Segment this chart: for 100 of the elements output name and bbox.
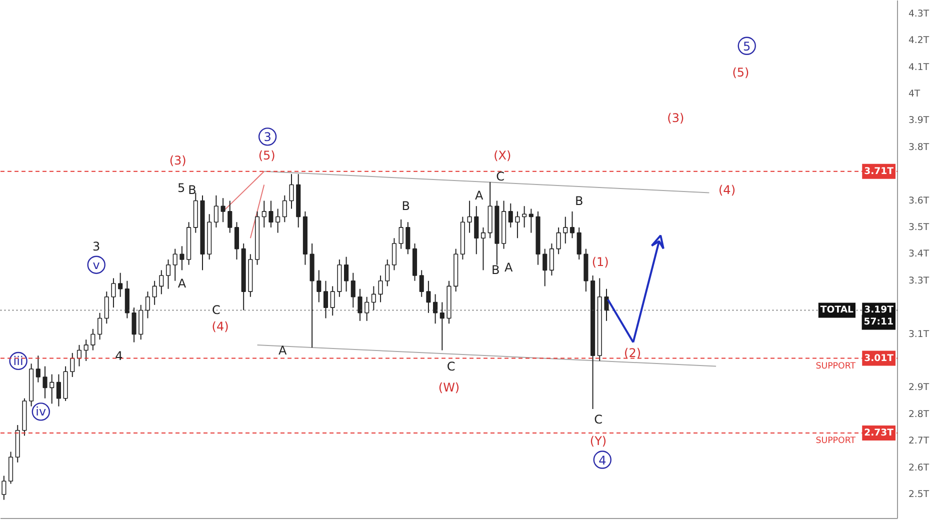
candlestick: [50, 374, 54, 404]
annotation: (2): [624, 346, 642, 360]
candlestick: [98, 312, 102, 340]
candlestick: [556, 226, 561, 255]
y-tick-label: 4T: [908, 88, 920, 100]
y-tick-label: 3.8T: [908, 142, 930, 153]
annotation: (1): [592, 255, 609, 270]
y-tick-label: 2.8T: [908, 408, 930, 420]
annotation: (3): [169, 154, 186, 168]
candlestick: [152, 280, 157, 306]
y-tick-label: 3.1T: [908, 328, 930, 340]
candlestick: [508, 202, 513, 228]
annotation: (X): [494, 148, 512, 162]
candlestick: [398, 218, 404, 250]
candlestick: [159, 270, 164, 295]
y-tick-label: 4.3T: [908, 8, 930, 20]
candlestick: [228, 200, 232, 234]
annotation: (4): [212, 319, 229, 334]
annotation: 3.19T: [864, 304, 894, 316]
ref-line-label: SUPPORT: [816, 361, 856, 372]
annotation: TOTAL: [820, 304, 854, 316]
annotation: (4): [718, 183, 736, 198]
y-tick-label: 2.9T: [908, 382, 930, 394]
annotation: B: [188, 183, 196, 198]
y-tick-label: 2.6T: [908, 462, 930, 474]
candlestick: [576, 226, 582, 260]
y-tick-label: 4.1T: [908, 62, 930, 73]
annotation: iii: [13, 354, 24, 368]
annotation: 2.73T: [864, 428, 894, 439]
candlestick: [268, 200, 274, 228]
candlestick: [480, 226, 486, 271]
y-tick-label: 3.9T: [908, 115, 930, 126]
annotation: 3: [92, 240, 100, 254]
candlestick: [426, 280, 431, 314]
candlestick: [330, 286, 335, 316]
candlestick: [104, 291, 109, 324]
candlestick: [220, 198, 226, 223]
candlestick: [118, 272, 123, 298]
candlestick: [563, 216, 568, 244]
candlestick: [433, 294, 438, 324]
ref-line-label: SUPPORT: [816, 436, 856, 446]
candlestick: [276, 208, 280, 234]
candlestick: [419, 270, 424, 298]
candlestick: [90, 328, 96, 351]
candlestick: [549, 242, 554, 276]
annotation: 3: [264, 130, 272, 144]
annotation: A: [178, 276, 187, 291]
annotation: 5: [743, 39, 751, 54]
annotation: C: [496, 170, 505, 184]
annotation: A: [278, 343, 288, 358]
annotation: A: [475, 188, 484, 202]
annotation: 5: [177, 180, 186, 195]
annotation: C: [446, 359, 456, 374]
y-tick-label: 3.6T: [908, 195, 930, 206]
candlestick: [76, 344, 82, 367]
candlestick: [42, 366, 48, 399]
candlestick: [323, 280, 328, 319]
candlestick: [542, 248, 548, 287]
y-tick-label: 3.5T: [908, 222, 930, 233]
annotation: 3.71T: [864, 166, 894, 177]
annotation: v: [92, 258, 100, 272]
candlestick: [350, 272, 356, 308]
candlestick: [70, 352, 75, 378]
candlestick: [378, 275, 383, 303]
candlestick: [234, 222, 240, 260]
annotation: (5): [732, 66, 750, 80]
candlestick: [84, 339, 88, 362]
candlestick: [358, 288, 362, 322]
y-tick-label: 2.5T: [908, 488, 930, 500]
candlestick: [145, 291, 150, 319]
annotation: 4: [115, 349, 123, 364]
candlestick: [371, 286, 376, 311]
candlestick: [344, 256, 349, 292]
candlestick: [282, 194, 287, 223]
annotation: B: [574, 194, 584, 208]
candlestick: [522, 206, 527, 228]
annotation: (W): [438, 380, 460, 395]
candlestick: [604, 288, 609, 322]
candlestick: [166, 259, 171, 290]
annotation: C: [594, 412, 602, 427]
candlestick: [56, 374, 61, 407]
candlestick: [111, 278, 116, 308]
candlestick: [385, 259, 390, 287]
candlestick: [316, 270, 322, 303]
annotation: C: [212, 303, 220, 318]
annotation: B: [491, 263, 500, 278]
y-tick-label: 3.3T: [908, 275, 930, 286]
candlestick: [180, 246, 184, 271]
annotation: iv: [36, 404, 46, 419]
candlestick: [406, 222, 410, 255]
candlestick: [2, 475, 6, 500]
candlestick: [467, 200, 472, 234]
annotation: B: [402, 199, 410, 214]
candlestick: [392, 238, 397, 271]
candlestick: [172, 248, 178, 282]
annotation: A: [504, 260, 514, 275]
candlestick: [515, 210, 520, 239]
annotation: 4: [598, 453, 606, 468]
candlestick: [262, 200, 266, 228]
candlestick: [474, 206, 479, 255]
